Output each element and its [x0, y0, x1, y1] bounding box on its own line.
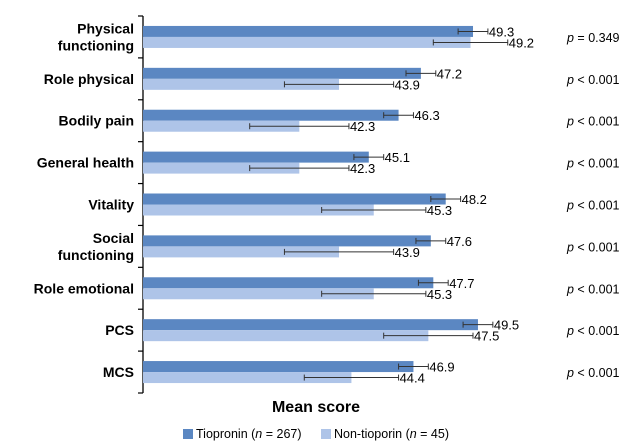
legend-prefix-non-tioporin: Non-tioporin (: [334, 427, 410, 441]
category-label: functioning: [58, 37, 134, 53]
legend-n-tiopronin: n: [255, 427, 263, 441]
bar-tiopronin: [143, 193, 446, 205]
value-label: 45.3: [427, 203, 452, 218]
legend-suffix-non-tioporin: = 45): [416, 427, 449, 441]
bar-non-tioporin: [143, 204, 374, 216]
category-label: Vitality: [88, 197, 134, 213]
legend-suffix-tiopronin: = 267): [262, 427, 302, 441]
bar-tiopronin: [143, 277, 434, 289]
p-value-label: p = 0.349: [566, 31, 620, 45]
bar-tiopronin: [143, 109, 399, 121]
value-label: 47.6: [447, 234, 472, 249]
category-label: MCS: [103, 364, 134, 380]
value-label: 49.2: [509, 35, 534, 50]
category-label: Physical: [77, 20, 134, 36]
bar-non-tioporin: [143, 162, 300, 174]
bar-non-tioporin: [143, 36, 471, 48]
value-label: 43.9: [395, 245, 420, 260]
axis-layer: [138, 15, 144, 394]
p-value-label: p < 0.001: [566, 157, 620, 171]
category-label: functioning: [58, 247, 134, 263]
bar-non-tioporin: [143, 246, 340, 258]
legend-swatch-non-tioporin: [321, 429, 331, 439]
legend-prefix-tiopronin: Tiopronin (: [196, 427, 256, 441]
bar-tiopronin: [143, 361, 414, 373]
x-axis-title: Mean score: [271, 399, 361, 416]
category-label: PCS: [105, 322, 134, 338]
category-label: General health: [37, 155, 134, 171]
p-value-label: p < 0.001: [566, 282, 620, 296]
value-label: 47.5: [474, 329, 499, 344]
value-label: 47.7: [449, 276, 474, 291]
bar-non-tioporin: [143, 372, 352, 384]
p-value-label: p < 0.001: [566, 366, 620, 380]
category-label: Role physical: [44, 71, 134, 87]
bar-tiopronin: [143, 235, 431, 247]
value-label: 48.2: [462, 192, 487, 207]
value-label: 46.9: [429, 360, 454, 375]
legend-swatch-tiopronin: [183, 429, 193, 439]
legend-item-non-tioporin: Non-tioporin (n = 45): [321, 427, 449, 441]
category-label: Social: [93, 230, 134, 246]
value-label: 45.3: [427, 287, 452, 302]
category-label: Role emotional: [34, 280, 134, 296]
bar-tiopronin: [143, 25, 474, 37]
bar-non-tioporin: [143, 78, 340, 90]
value-label: 45.1: [385, 150, 410, 165]
p-value-label: p < 0.001: [566, 324, 620, 338]
bar-tiopronin: [143, 319, 478, 331]
bars-layer: [143, 25, 509, 384]
bar-tiopronin: [143, 151, 369, 163]
value-label: 46.3: [414, 108, 439, 123]
value-label: 43.9: [395, 77, 420, 92]
bar-non-tioporin: [143, 330, 429, 342]
legend-n-non-tioporin: n: [409, 427, 417, 441]
bar-tiopronin: [143, 67, 421, 79]
value-label: 49.3: [489, 24, 514, 39]
p-value-label: p < 0.001: [566, 73, 620, 87]
category-label: Bodily pain: [59, 113, 134, 129]
legend-item-tiopronin: Tiopronin (n = 267): [183, 427, 302, 441]
value-label: 47.2: [437, 66, 462, 81]
legend: Tiopronin (n = 267) Non-tioporin (n = 45…: [0, 427, 632, 441]
p-value-label: p < 0.001: [566, 199, 620, 213]
bar-non-tioporin: [143, 120, 300, 132]
value-label: 49.5: [494, 318, 519, 333]
p-value-label: p < 0.001: [566, 240, 620, 254]
bar-non-tioporin: [143, 288, 374, 300]
p-value-label: p < 0.001: [566, 115, 620, 129]
value-label: 42.3: [350, 161, 375, 176]
value-label: 44.4: [400, 371, 425, 386]
value-label: 42.3: [350, 119, 375, 134]
